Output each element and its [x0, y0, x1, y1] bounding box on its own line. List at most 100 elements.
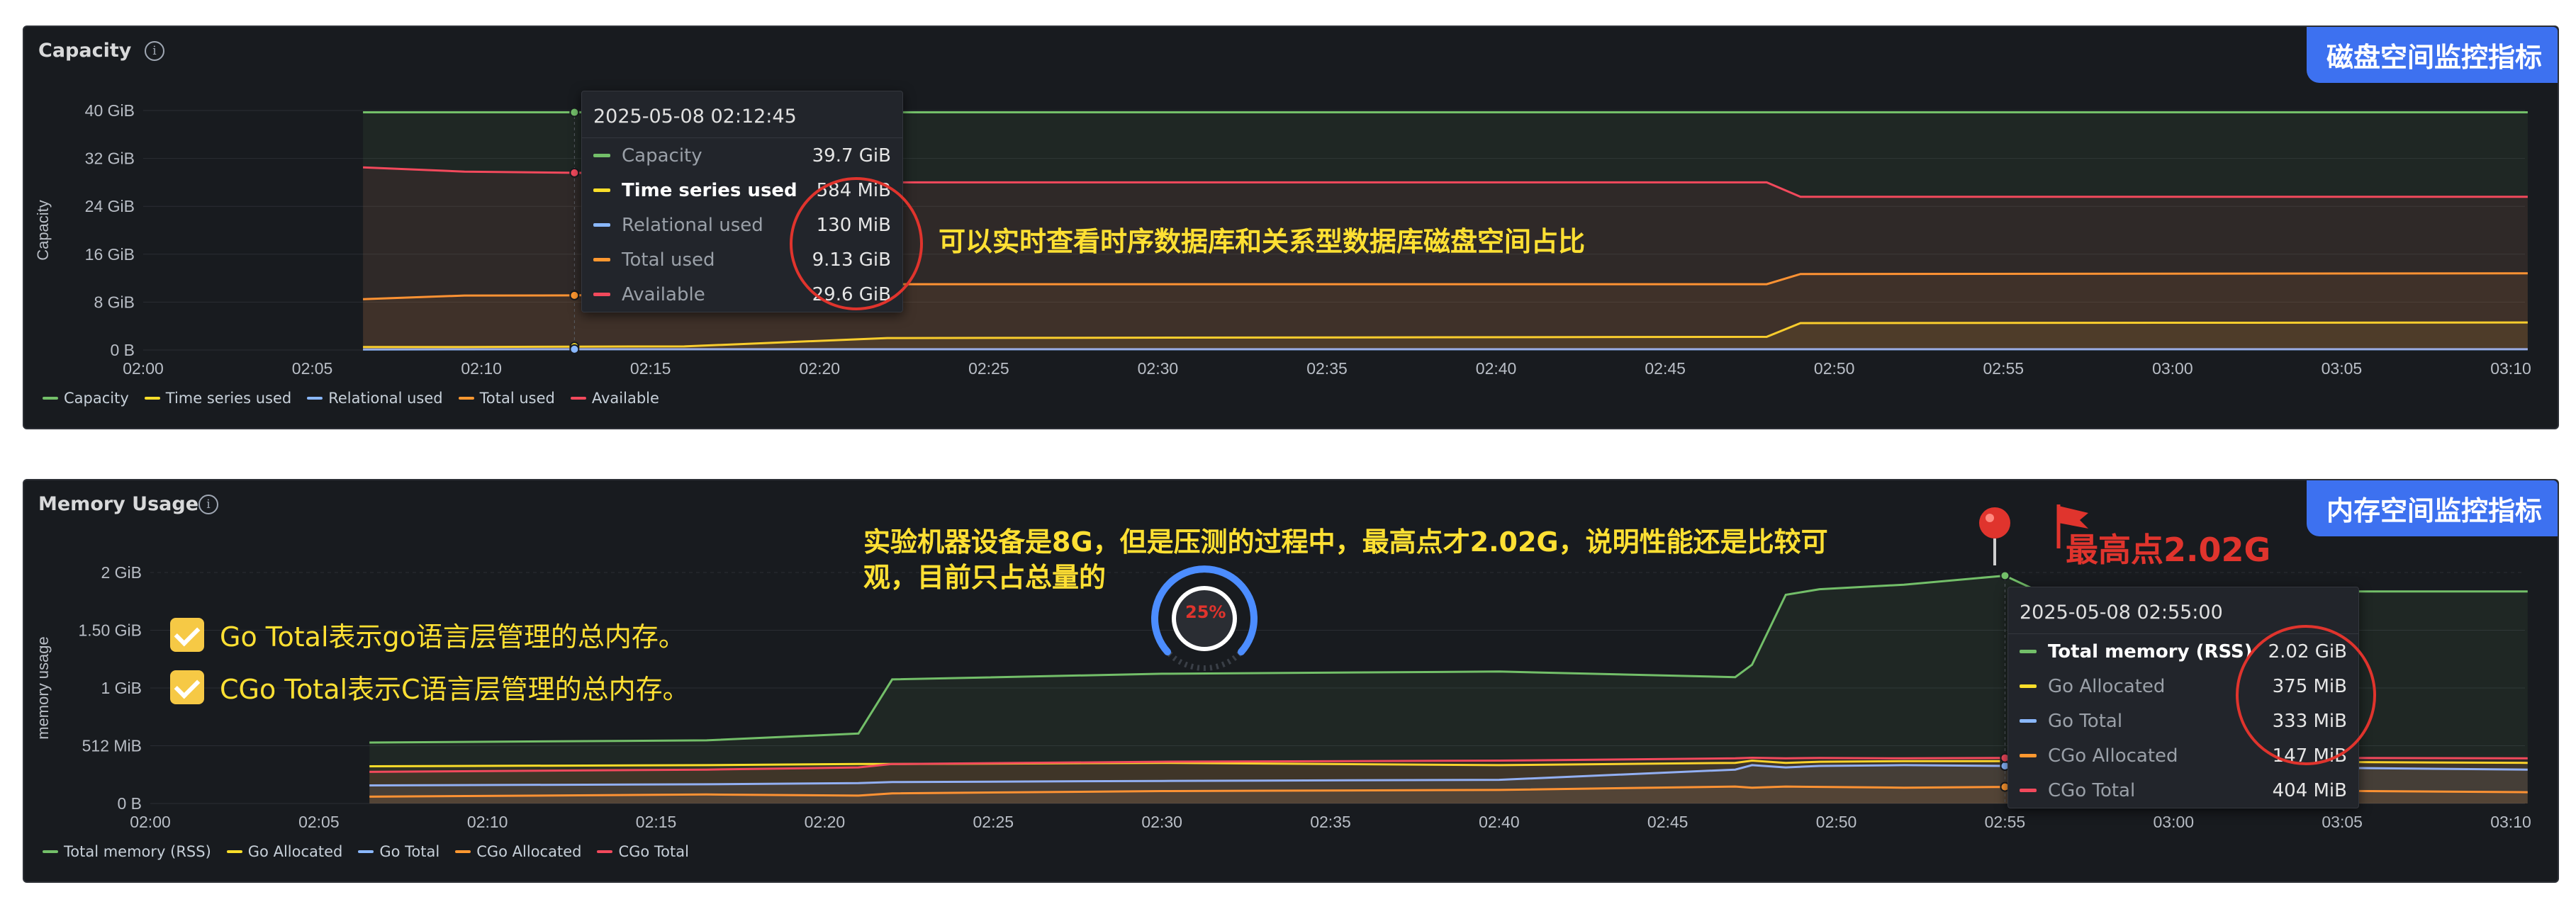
tooltip-swatch — [593, 188, 610, 192]
note-text: Go Total表示go语言层管理的总内存。 — [220, 621, 685, 653]
tooltip-value: 29.6 GiB — [812, 283, 891, 305]
y-tick-label: 8 GiB — [94, 293, 135, 311]
x-tick-label: 02:50 — [1814, 359, 1855, 378]
legend-swatch — [144, 397, 160, 400]
hover-point — [569, 167, 580, 178]
tooltip-series: Available — [622, 283, 705, 305]
x-tick-label: 02:00 — [123, 359, 164, 378]
x-tick-label: 03:05 — [2322, 359, 2363, 378]
legend-item[interactable]: Total used — [458, 390, 555, 407]
x-tick-label: 03:00 — [2152, 359, 2193, 378]
capacity-panel: Capacity i 磁盘空间监控指标 0 B 8 GiB 16 GiB 24 GiB… — [23, 26, 2559, 429]
series-line — [369, 756, 2528, 773]
panel-tag: 磁盘空间监控指标 — [2306, 27, 2558, 83]
panel-title: Memory Usage — [38, 493, 199, 515]
x-tick-label: 02:20 — [805, 813, 846, 831]
series-line — [369, 574, 2528, 744]
legend-label: Go Allocated — [247, 843, 343, 860]
tooltip-value: 9.13 GiB — [812, 249, 891, 271]
tooltip-swatch — [2020, 719, 2037, 723]
memory-chart[interactable]: 0 B 512 MiB 1 GiB 1.50 GiB 2 GiB 02:00 02:05 02… — [24, 480, 2558, 881]
tooltip-value: 375 MiB — [2272, 675, 2347, 697]
legend-label: CGo Allocated — [476, 843, 582, 860]
x-tick-label: 02:45 — [1645, 359, 1686, 378]
tooltip-swatch — [2020, 789, 2037, 792]
y-tick-label: 0 B — [117, 794, 142, 813]
capacity-chart[interactable]: 0 B 8 GiB 16 GiB 24 GiB 32 GiB 40 GiB 02:00 02:… — [24, 27, 2558, 428]
y-tick-label: 1.50 GiB — [79, 621, 142, 640]
legend-label: Capacity — [64, 390, 129, 407]
x-tick-label: 02:55 — [1985, 813, 2026, 831]
legend-swatch — [307, 397, 323, 400]
legend-swatch — [358, 850, 374, 853]
series-line — [369, 785, 2528, 798]
series-area — [363, 322, 2528, 350]
flag-icon — [2056, 504, 2088, 548]
x-tick-label: 02:15 — [636, 813, 677, 831]
peak-label: 最高点2.02G — [2066, 531, 2271, 569]
x-tick-label: 02:00 — [130, 813, 171, 831]
x-tick-label: 02:45 — [1647, 813, 1689, 831]
y-tick-label: 512 MiB — [82, 737, 142, 755]
x-tick-label: 02:50 — [1816, 813, 1857, 831]
x-tick-label: 02:35 — [1310, 813, 1351, 831]
hover-point — [2000, 570, 2010, 581]
tooltip-swatch — [2020, 650, 2037, 653]
tooltip-series: Relational used — [622, 214, 763, 236]
x-tick-label: 02:30 — [1141, 813, 1182, 831]
x-tick-label: 02:25 — [973, 813, 1014, 831]
y-tick-label: 1 GiB — [101, 679, 142, 697]
note-cgo-total: CGo Total表示C语言层管理的总内存。 — [170, 667, 690, 706]
legend-item[interactable]: Total memory (RSS) — [43, 843, 211, 860]
y-tick-label: 2 GiB — [101, 563, 142, 582]
y-tick-label: 32 GiB — [85, 150, 135, 168]
legend-item[interactable]: Time series used — [144, 390, 292, 407]
hover-point — [569, 107, 580, 118]
tooltip-value: 147 MiB — [2272, 745, 2347, 767]
x-tick-label: 02:40 — [1479, 813, 1520, 831]
tooltip-row: Time series used 584 MiB — [582, 173, 902, 208]
series-area — [363, 167, 2528, 351]
x-tick-label: 02:15 — [630, 359, 671, 378]
legend-item[interactable]: Available — [570, 390, 659, 407]
series-line — [369, 759, 2528, 767]
chart-legend: Total memory (RSS) Go Allocated Go Total… — [43, 843, 689, 860]
tooltip-series: CGo Total — [2048, 779, 2136, 801]
series-line — [363, 321, 2528, 349]
y-axis-label: memory usage — [34, 636, 52, 740]
legend-item[interactable]: CGo Total — [597, 843, 689, 860]
tooltip-swatch — [593, 154, 610, 157]
tooltip-series: Total used — [622, 249, 715, 271]
legend-item[interactable]: Go Allocated — [226, 843, 343, 860]
tooltip-row: Relational used 130 MiB — [582, 208, 902, 242]
legend-label: CGo Total — [618, 843, 689, 860]
y-tick-label: 40 GiB — [85, 101, 135, 120]
tooltip-row: Go Total 333 MiB — [2008, 704, 2358, 738]
info-icon[interactable]: i — [145, 41, 164, 61]
x-tick-label: 02:10 — [467, 813, 508, 831]
x-tick-label: 02:35 — [1306, 359, 1348, 378]
hover-point — [569, 290, 580, 300]
tooltip-value: 584 MiB — [816, 179, 891, 201]
legend-item[interactable]: Capacity — [43, 390, 129, 407]
note-go-total: Go Total表示go语言层管理的总内存。 — [170, 615, 685, 654]
tooltip-row: Total used 9.13 GiB — [582, 242, 902, 277]
legend-swatch — [43, 397, 58, 400]
tooltip-time: 2025-05-08 02:55:00 — [2008, 587, 2358, 634]
legend-item[interactable]: Relational used — [307, 390, 443, 407]
x-tick-label: 02:30 — [1138, 359, 1179, 378]
legend-item[interactable]: CGo Allocated — [455, 843, 581, 860]
info-icon[interactable]: i — [198, 495, 218, 514]
gauge-label: 25% — [1185, 602, 1226, 622]
legend-item[interactable]: Go Total — [358, 843, 439, 860]
series-area — [363, 273, 2528, 350]
panel-tag: 内存空间监控指标 — [2306, 480, 2558, 536]
checkbox-icon — [170, 617, 204, 652]
tooltip-series: Total memory (RSS) — [2048, 641, 2253, 662]
tooltip-swatch — [2020, 754, 2037, 757]
tooltip-row: Total memory (RSS) 2.02 GiB — [2008, 634, 2358, 669]
checkbox-icon — [170, 670, 204, 704]
panel-title: Capacity — [38, 40, 132, 62]
legend-label: Available — [591, 390, 659, 407]
legend-label: Time series used — [165, 390, 292, 407]
